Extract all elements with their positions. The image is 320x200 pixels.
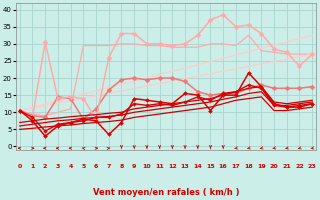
X-axis label: Vent moyen/en rafales ( km/h ): Vent moyen/en rafales ( km/h ) (93, 188, 239, 197)
